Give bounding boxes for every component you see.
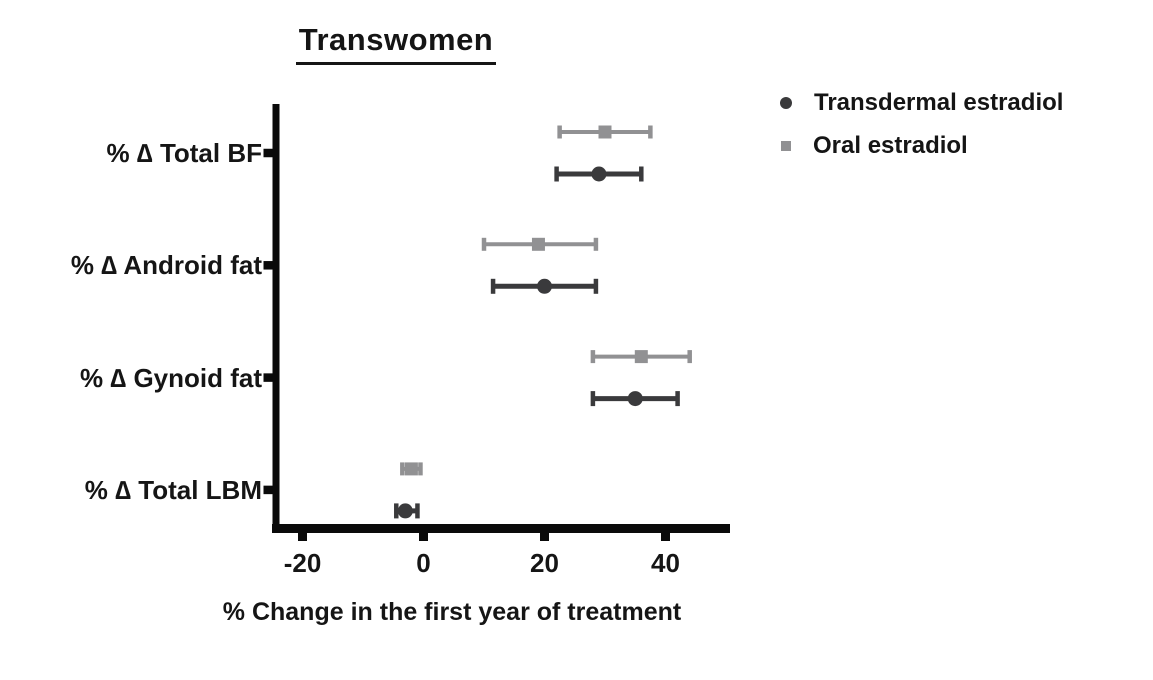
data-point-square	[404, 462, 418, 476]
legend-label-transdermal: Transdermal estradiol	[814, 88, 1064, 116]
x-tick-label: 0	[416, 548, 430, 578]
category-label-gynoid-fat: % ∆ Gynoid fat	[79, 363, 262, 393]
legend-item-transdermal: Transdermal estradiol	[780, 87, 1063, 118]
legend-item-oral: Oral estradiol	[780, 130, 1063, 161]
chart-title: Transwomen	[0, 22, 792, 65]
y-category-tick	[263, 373, 273, 382]
category-label-total-lbm: % ∆ Total LBM	[84, 475, 262, 505]
legend: Transdermal estradiol Oral estradiol	[780, 87, 1063, 161]
data-point-square	[531, 237, 545, 251]
y-category-tick	[263, 485, 273, 495]
x-tick	[298, 533, 307, 541]
y-category-tick	[263, 261, 273, 270]
x-tick	[661, 533, 670, 541]
square-marker-icon	[781, 140, 791, 151]
data-point-circle	[537, 278, 552, 294]
category-label-total-bf: % ∆ Total BF	[106, 138, 262, 168]
data-point-circle	[591, 166, 607, 182]
x-tick	[419, 533, 428, 541]
data-point-square	[634, 350, 648, 364]
data-point-square	[598, 125, 612, 139]
x-tick-label: 40	[651, 548, 680, 578]
chart-title-text: Transwomen	[295, 22, 497, 65]
x-axis-line	[272, 524, 730, 533]
legend-label-oral: Oral estradiol	[813, 131, 968, 159]
x-tick-label: 20	[530, 548, 559, 578]
data-point-circle	[627, 391, 643, 407]
y-axis-spine	[272, 104, 280, 533]
x-axis-label: % Change in the first year of treatment	[222, 598, 682, 626]
category-label-android-fat: % ∆ Android fat	[70, 250, 262, 280]
data-point-circle	[397, 503, 413, 519]
y-category-tick	[263, 148, 273, 158]
x-tick	[540, 533, 549, 541]
circle-marker-icon	[780, 96, 792, 109]
x-tick-label: -20	[284, 548, 322, 578]
